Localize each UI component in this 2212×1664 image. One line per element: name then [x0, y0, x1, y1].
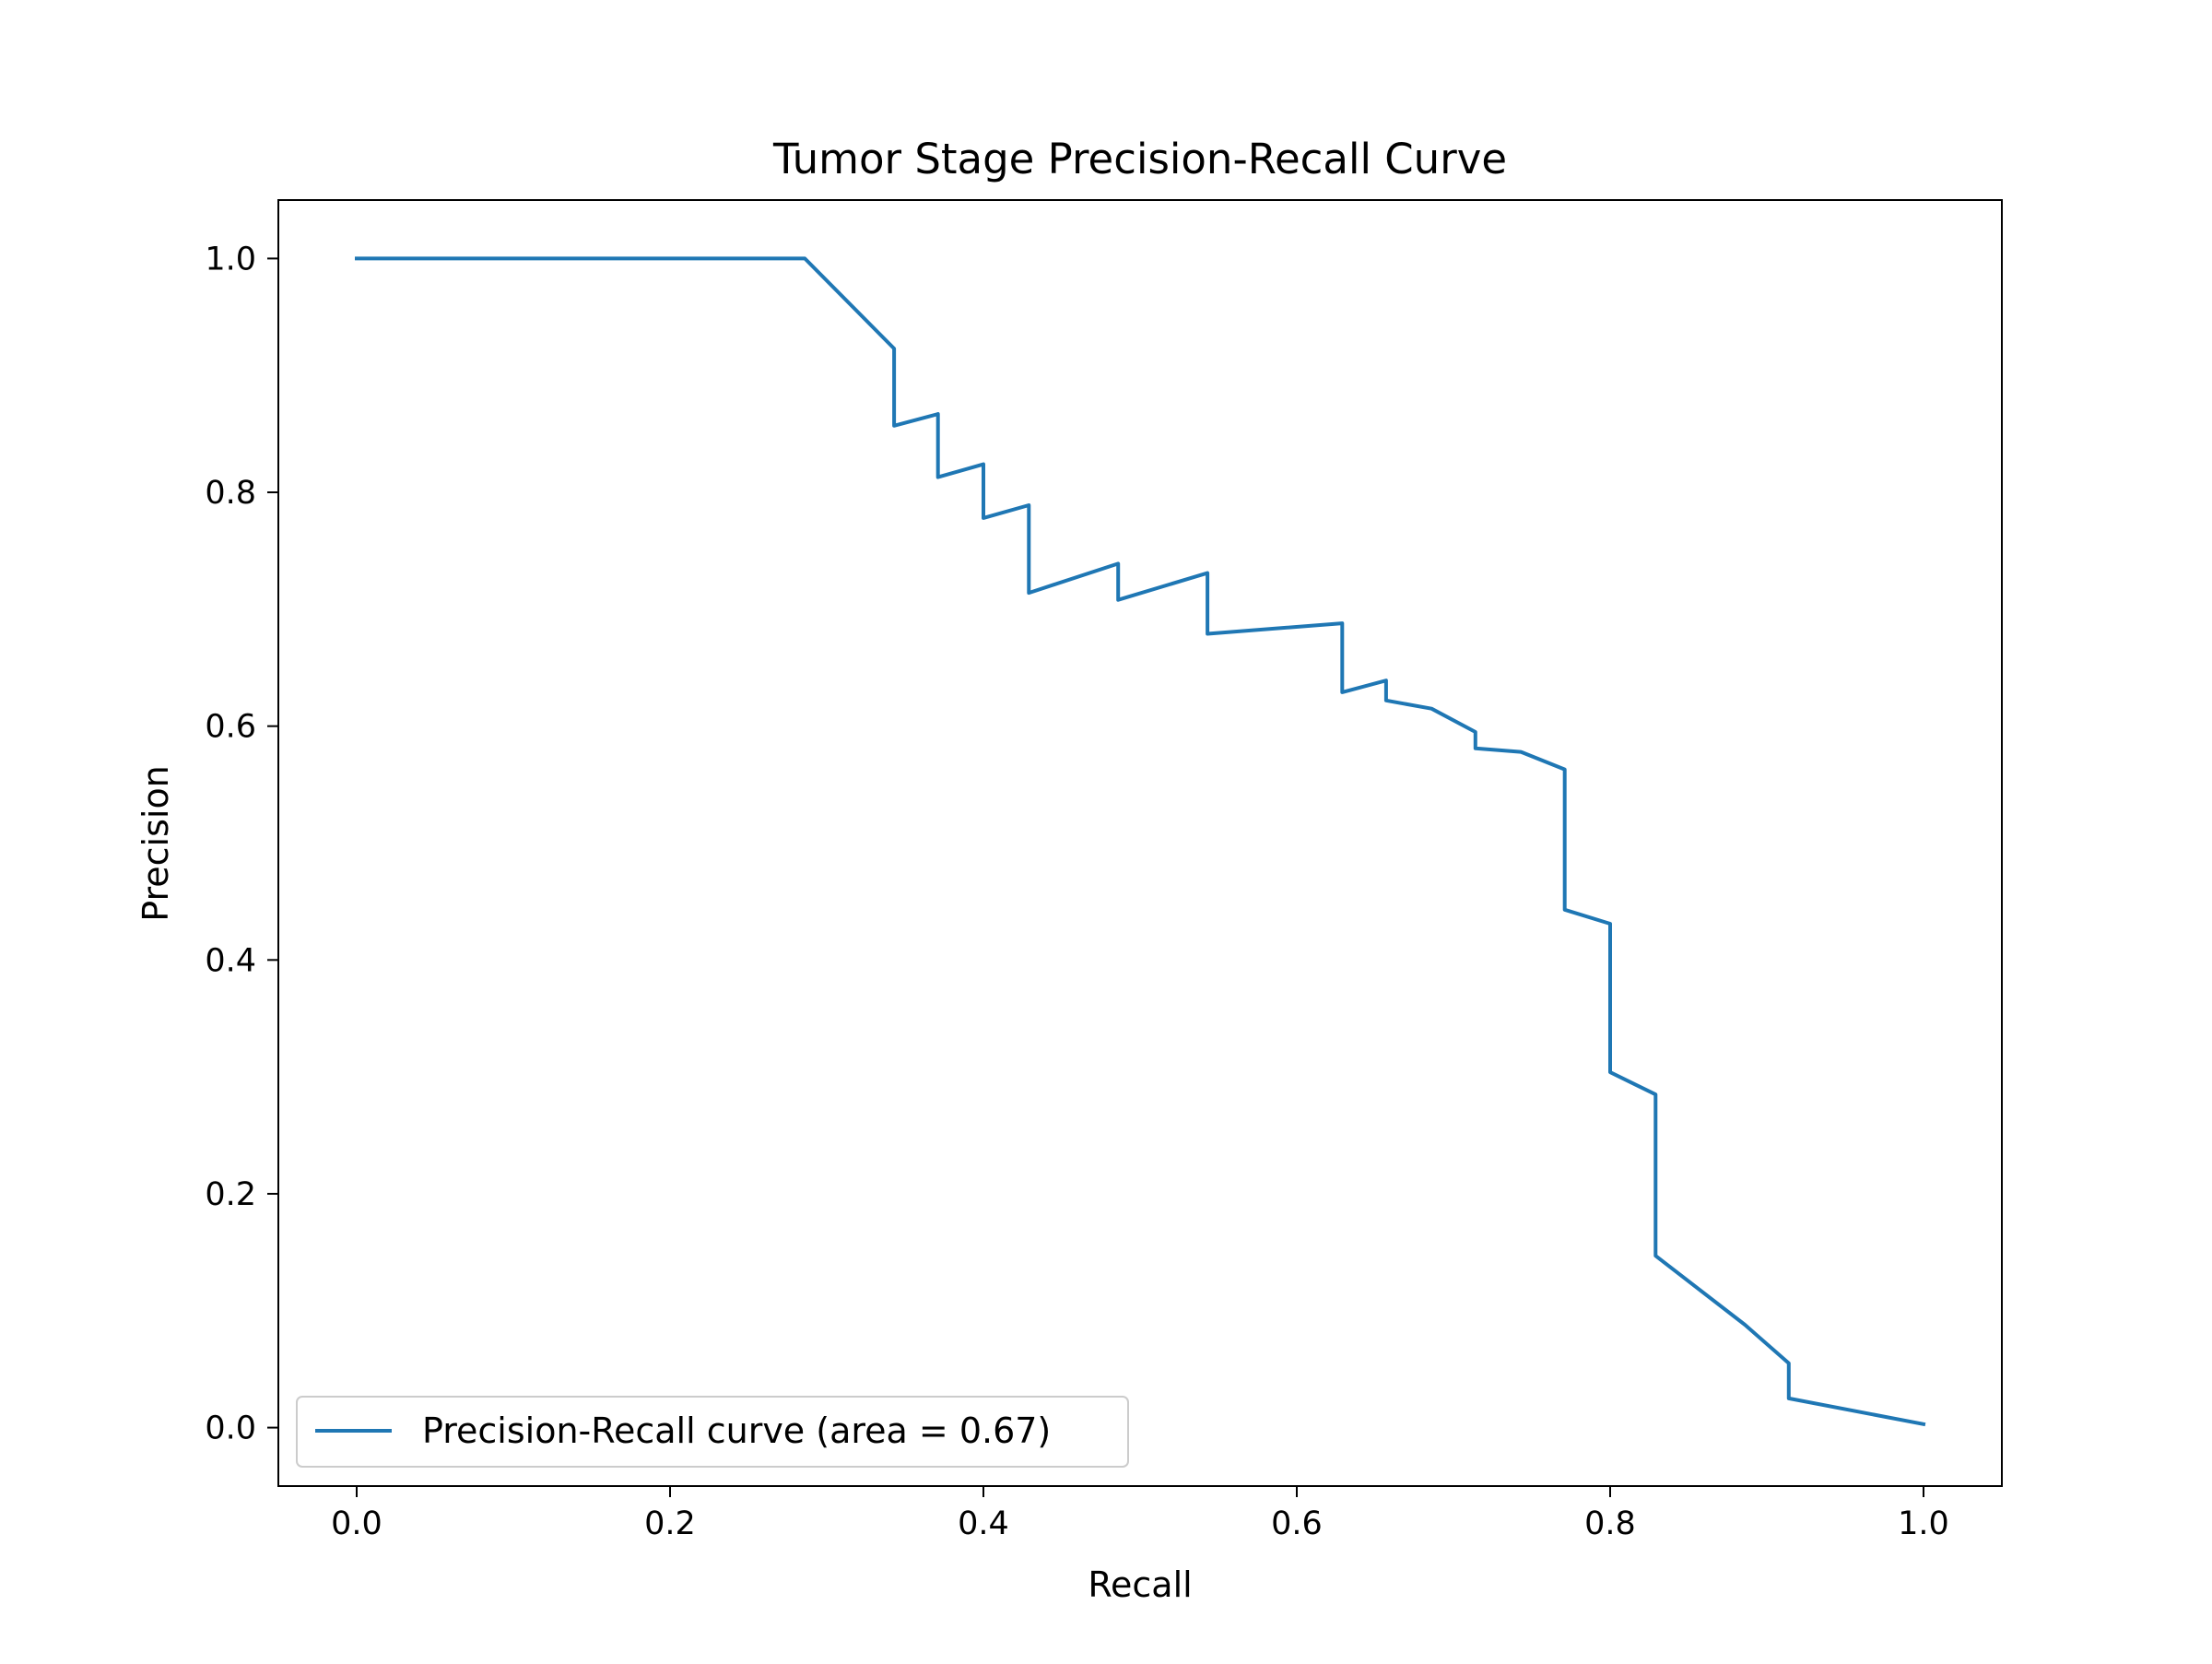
x-tick-label: 1.0	[1898, 1505, 1949, 1542]
y-axis-label: Precision	[135, 765, 176, 922]
x-tick-label: 0.2	[644, 1505, 696, 1542]
legend-label: Precision-Recall curve (area = 0.67)	[422, 1410, 1051, 1451]
legend: Precision-Recall curve (area = 0.67)	[296, 1396, 1129, 1468]
x-tick-label: 0.8	[1584, 1505, 1636, 1542]
chart-title: Tumor Stage Precision-Recall Curve	[772, 135, 1507, 183]
y-tick-label: 0.4	[205, 942, 256, 979]
x-axis-label: Recall	[1088, 1564, 1192, 1605]
y-tick-label: 0.0	[205, 1410, 256, 1447]
y-tick-label: 1.0	[205, 241, 256, 277]
y-tick-label: 0.8	[205, 475, 256, 512]
legend-box	[296, 1396, 1129, 1468]
y-tick-label: 0.6	[205, 709, 256, 746]
x-tick-label: 0.4	[958, 1505, 1009, 1542]
plot-frame	[277, 199, 2003, 1487]
x-tick-label: 0.0	[331, 1505, 382, 1542]
series-line-0	[355, 256, 1926, 1427]
x-axis: 0.0 0.2 0.4 0.6 0.8 1.0	[331, 1486, 1949, 1542]
y-tick-label: 0.2	[205, 1176, 256, 1213]
data-layer	[355, 256, 1926, 1427]
x-tick-label: 0.6	[1271, 1505, 1323, 1542]
y-axis: 0.0 0.2 0.4 0.6 0.8 1.0	[205, 241, 278, 1447]
